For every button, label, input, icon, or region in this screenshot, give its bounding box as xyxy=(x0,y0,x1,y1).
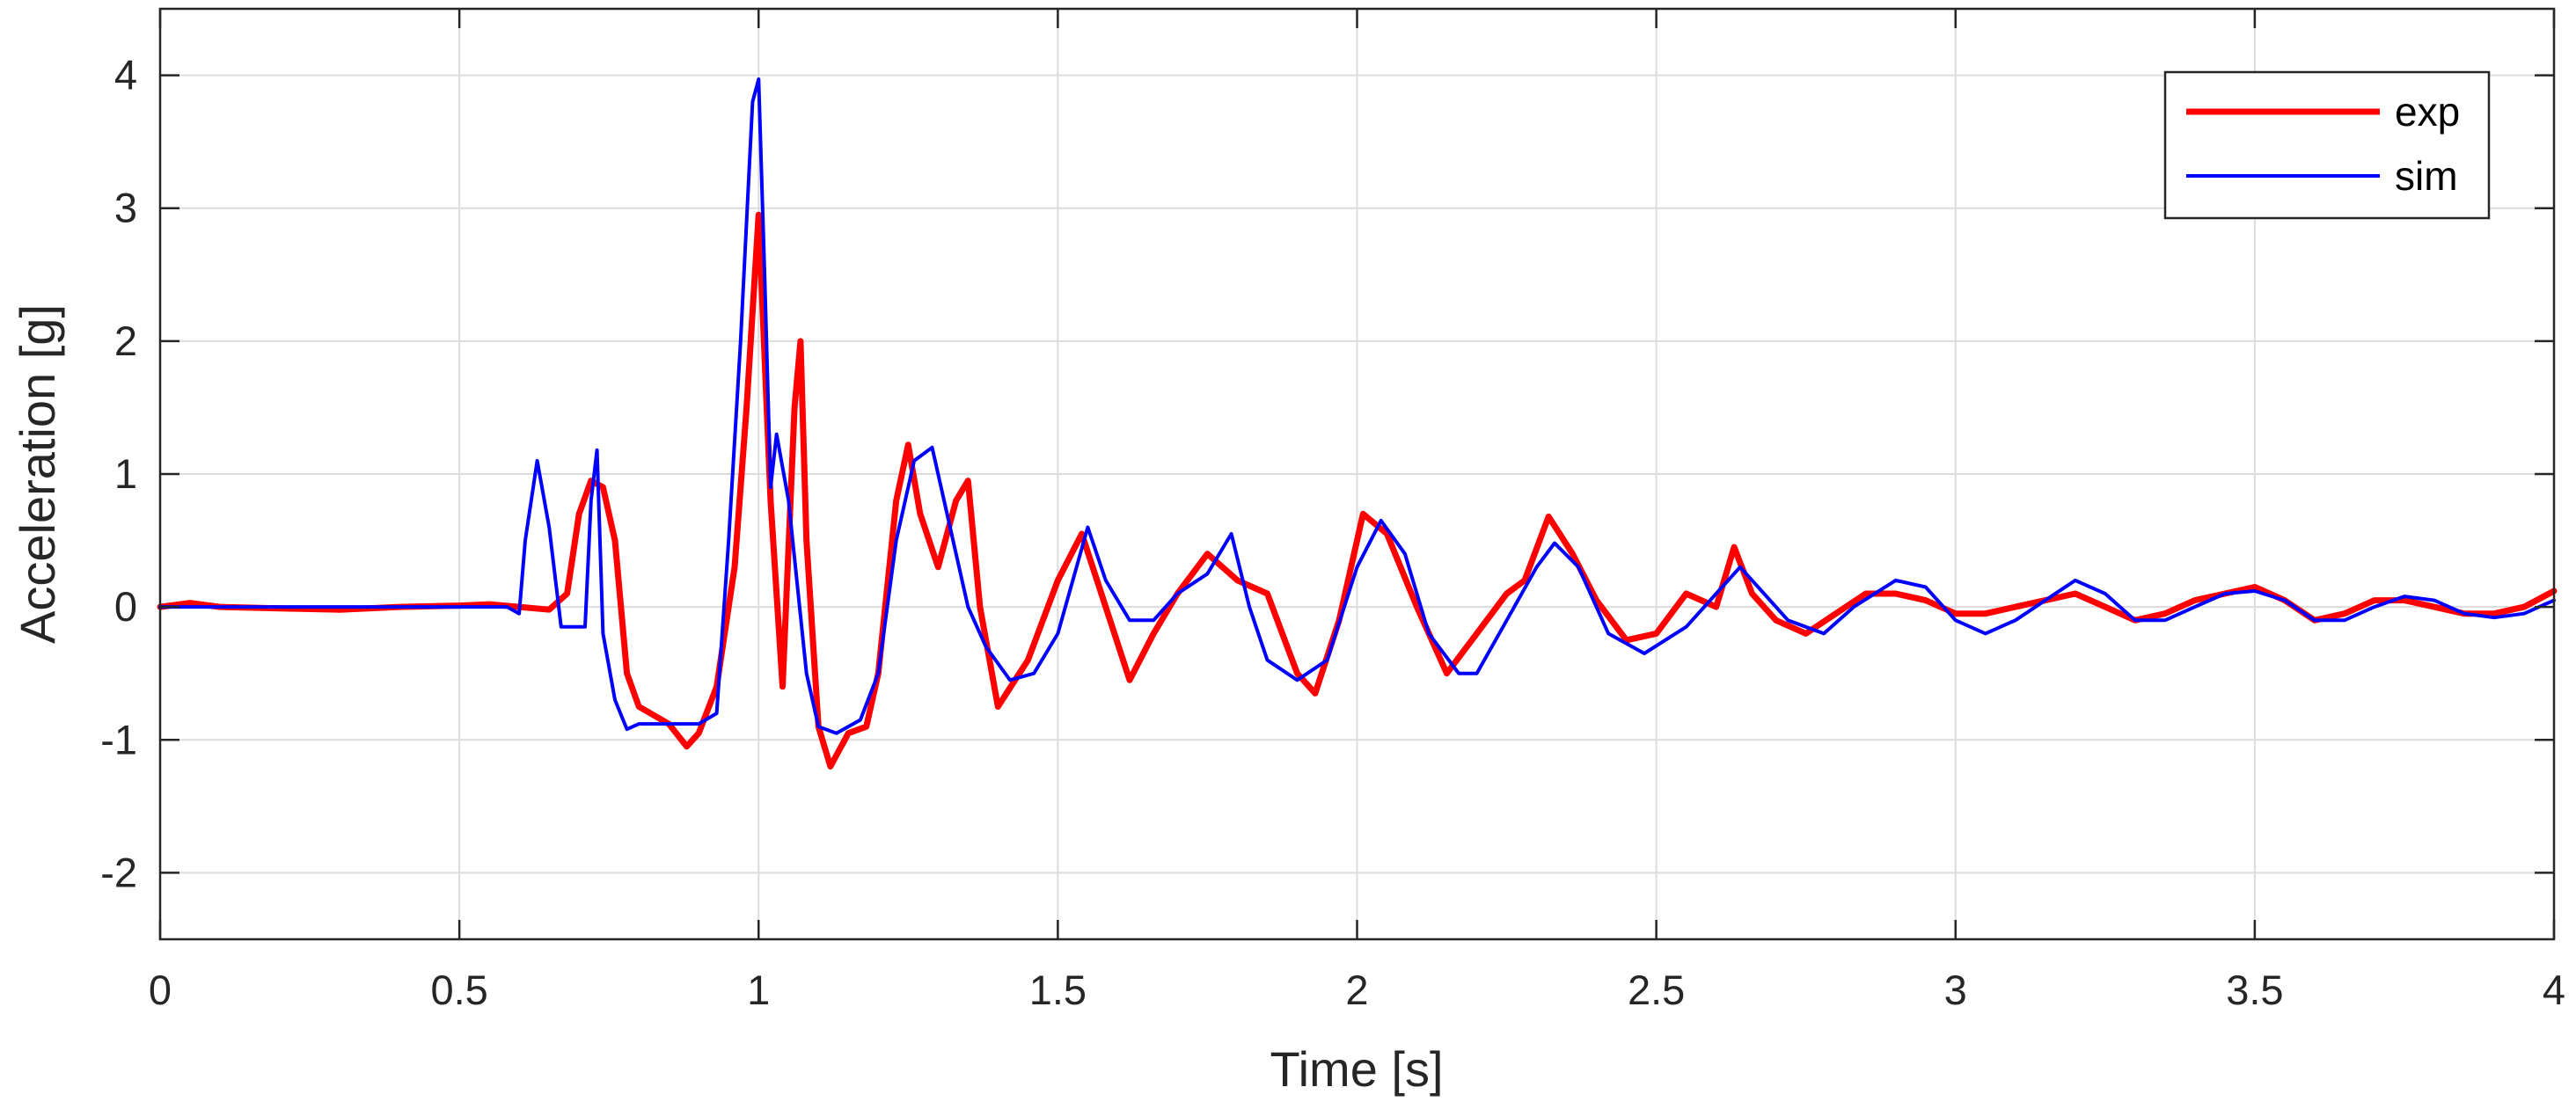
x-axis-label: Time [s] xyxy=(1270,1041,1443,1097)
y-tick-label: 1 xyxy=(114,450,137,497)
x-tick-label: 0.5 xyxy=(430,967,487,1013)
series-line-exp xyxy=(157,211,2558,770)
y-tick-label: 0 xyxy=(114,583,137,630)
y-tick-label: 2 xyxy=(114,317,137,364)
x-tick-label: 3.5 xyxy=(2226,967,2283,1013)
x-tick-label: 2.5 xyxy=(1628,967,1685,1013)
series-layer xyxy=(157,77,2558,770)
x-tick-label: 0 xyxy=(149,967,172,1013)
tick-labels: 0 0.5 1 1.5 2 2.5 3 3.5 4 -2 -1 0 1 2 3 4 xyxy=(100,52,2565,1013)
ticks xyxy=(158,9,2556,939)
x-tick-label: 1.5 xyxy=(1029,967,1087,1013)
series-line-sim xyxy=(158,77,2556,735)
y-tick-label: 4 xyxy=(114,52,137,98)
y-axis-label: Acceleration [g] xyxy=(10,304,65,644)
x-tick-label: 2 xyxy=(1345,967,1368,1013)
legend: exp sim xyxy=(2163,70,2491,220)
legend-label-sim: sim xyxy=(2395,153,2458,199)
y-tick-label: 3 xyxy=(114,185,137,231)
x-tick-label: 1 xyxy=(747,967,770,1013)
y-tick-label: -2 xyxy=(100,849,137,895)
x-tick-label: 3 xyxy=(1944,967,1967,1013)
y-tick-label: -1 xyxy=(100,716,137,762)
x-tick-label: 4 xyxy=(2543,967,2565,1013)
legend-box xyxy=(2163,70,2491,220)
legend-label-exp: exp xyxy=(2395,89,2460,135)
